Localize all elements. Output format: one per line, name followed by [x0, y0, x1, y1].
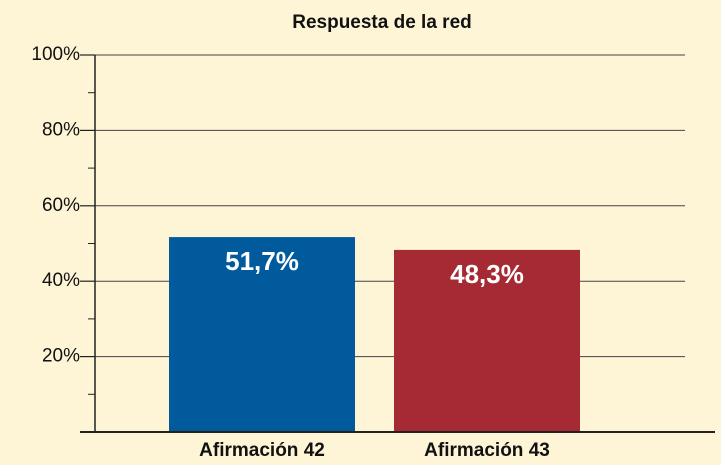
bar	[169, 237, 355, 432]
chart-title: Respuesta de la red	[292, 12, 472, 33]
y-tick-label: 80%	[42, 119, 80, 140]
value-label: 51,7%	[225, 246, 299, 276]
value-label: 48,3%	[450, 259, 524, 289]
y-tick-label: 40%	[42, 270, 80, 291]
x-tick-label: Afirmación 42	[199, 440, 325, 461]
y-tick-label: 60%	[42, 195, 80, 216]
y-tick-label: 100%	[31, 44, 80, 65]
x-tick-label: Afirmación 43	[424, 440, 550, 461]
bar	[394, 249, 580, 432]
y-tick-label: 20%	[42, 346, 80, 367]
